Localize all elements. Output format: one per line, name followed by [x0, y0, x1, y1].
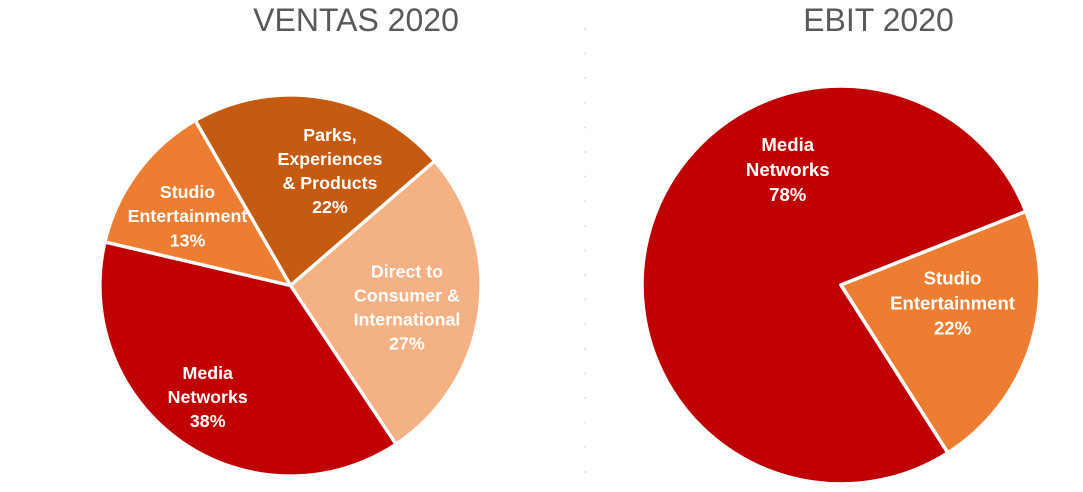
pie-slice-direct-to-consumer-international[interactable]: [288, 159, 483, 446]
slice-label-studio-entertainment: Studio Entertainment 22%: [890, 267, 1015, 338]
ventas-chart-title: VENTAS 2020: [253, 2, 459, 38]
pie-slice-studio-entertainment[interactable]: [103, 118, 293, 288]
ventas-pie-chart: Parks, Experiences & Products 22% Direct to C…: [98, 93, 483, 478]
pie-slice-parks-experiences-products[interactable]: [193, 93, 437, 288]
slice-label-media-networks: Media Networks 38%: [168, 363, 248, 431]
pie-slice-studio-entertainment[interactable]: [839, 209, 1042, 455]
pie-slice-media-networks[interactable]: [98, 240, 398, 478]
dotted-divider: [584, 28, 586, 490]
slice-label-parks-experiences-products: Parks, Experiences & Products 22%: [278, 125, 383, 217]
slice-label-studio-entertainment: Studio Entertainment 13%: [128, 182, 248, 250]
slice-label-direct-to-consumer-international: Direct to Consumer & International 27%: [354, 262, 461, 354]
slice-label-media-networks: Media Networks 78%: [746, 134, 830, 205]
ebit-pie-chart: Media Networks 78% Studio Entertainment 22%: [640, 84, 1042, 486]
ebit-chart-title: EBIT 2020: [803, 2, 954, 38]
pie-slice-media-networks[interactable]: [640, 84, 1028, 486]
